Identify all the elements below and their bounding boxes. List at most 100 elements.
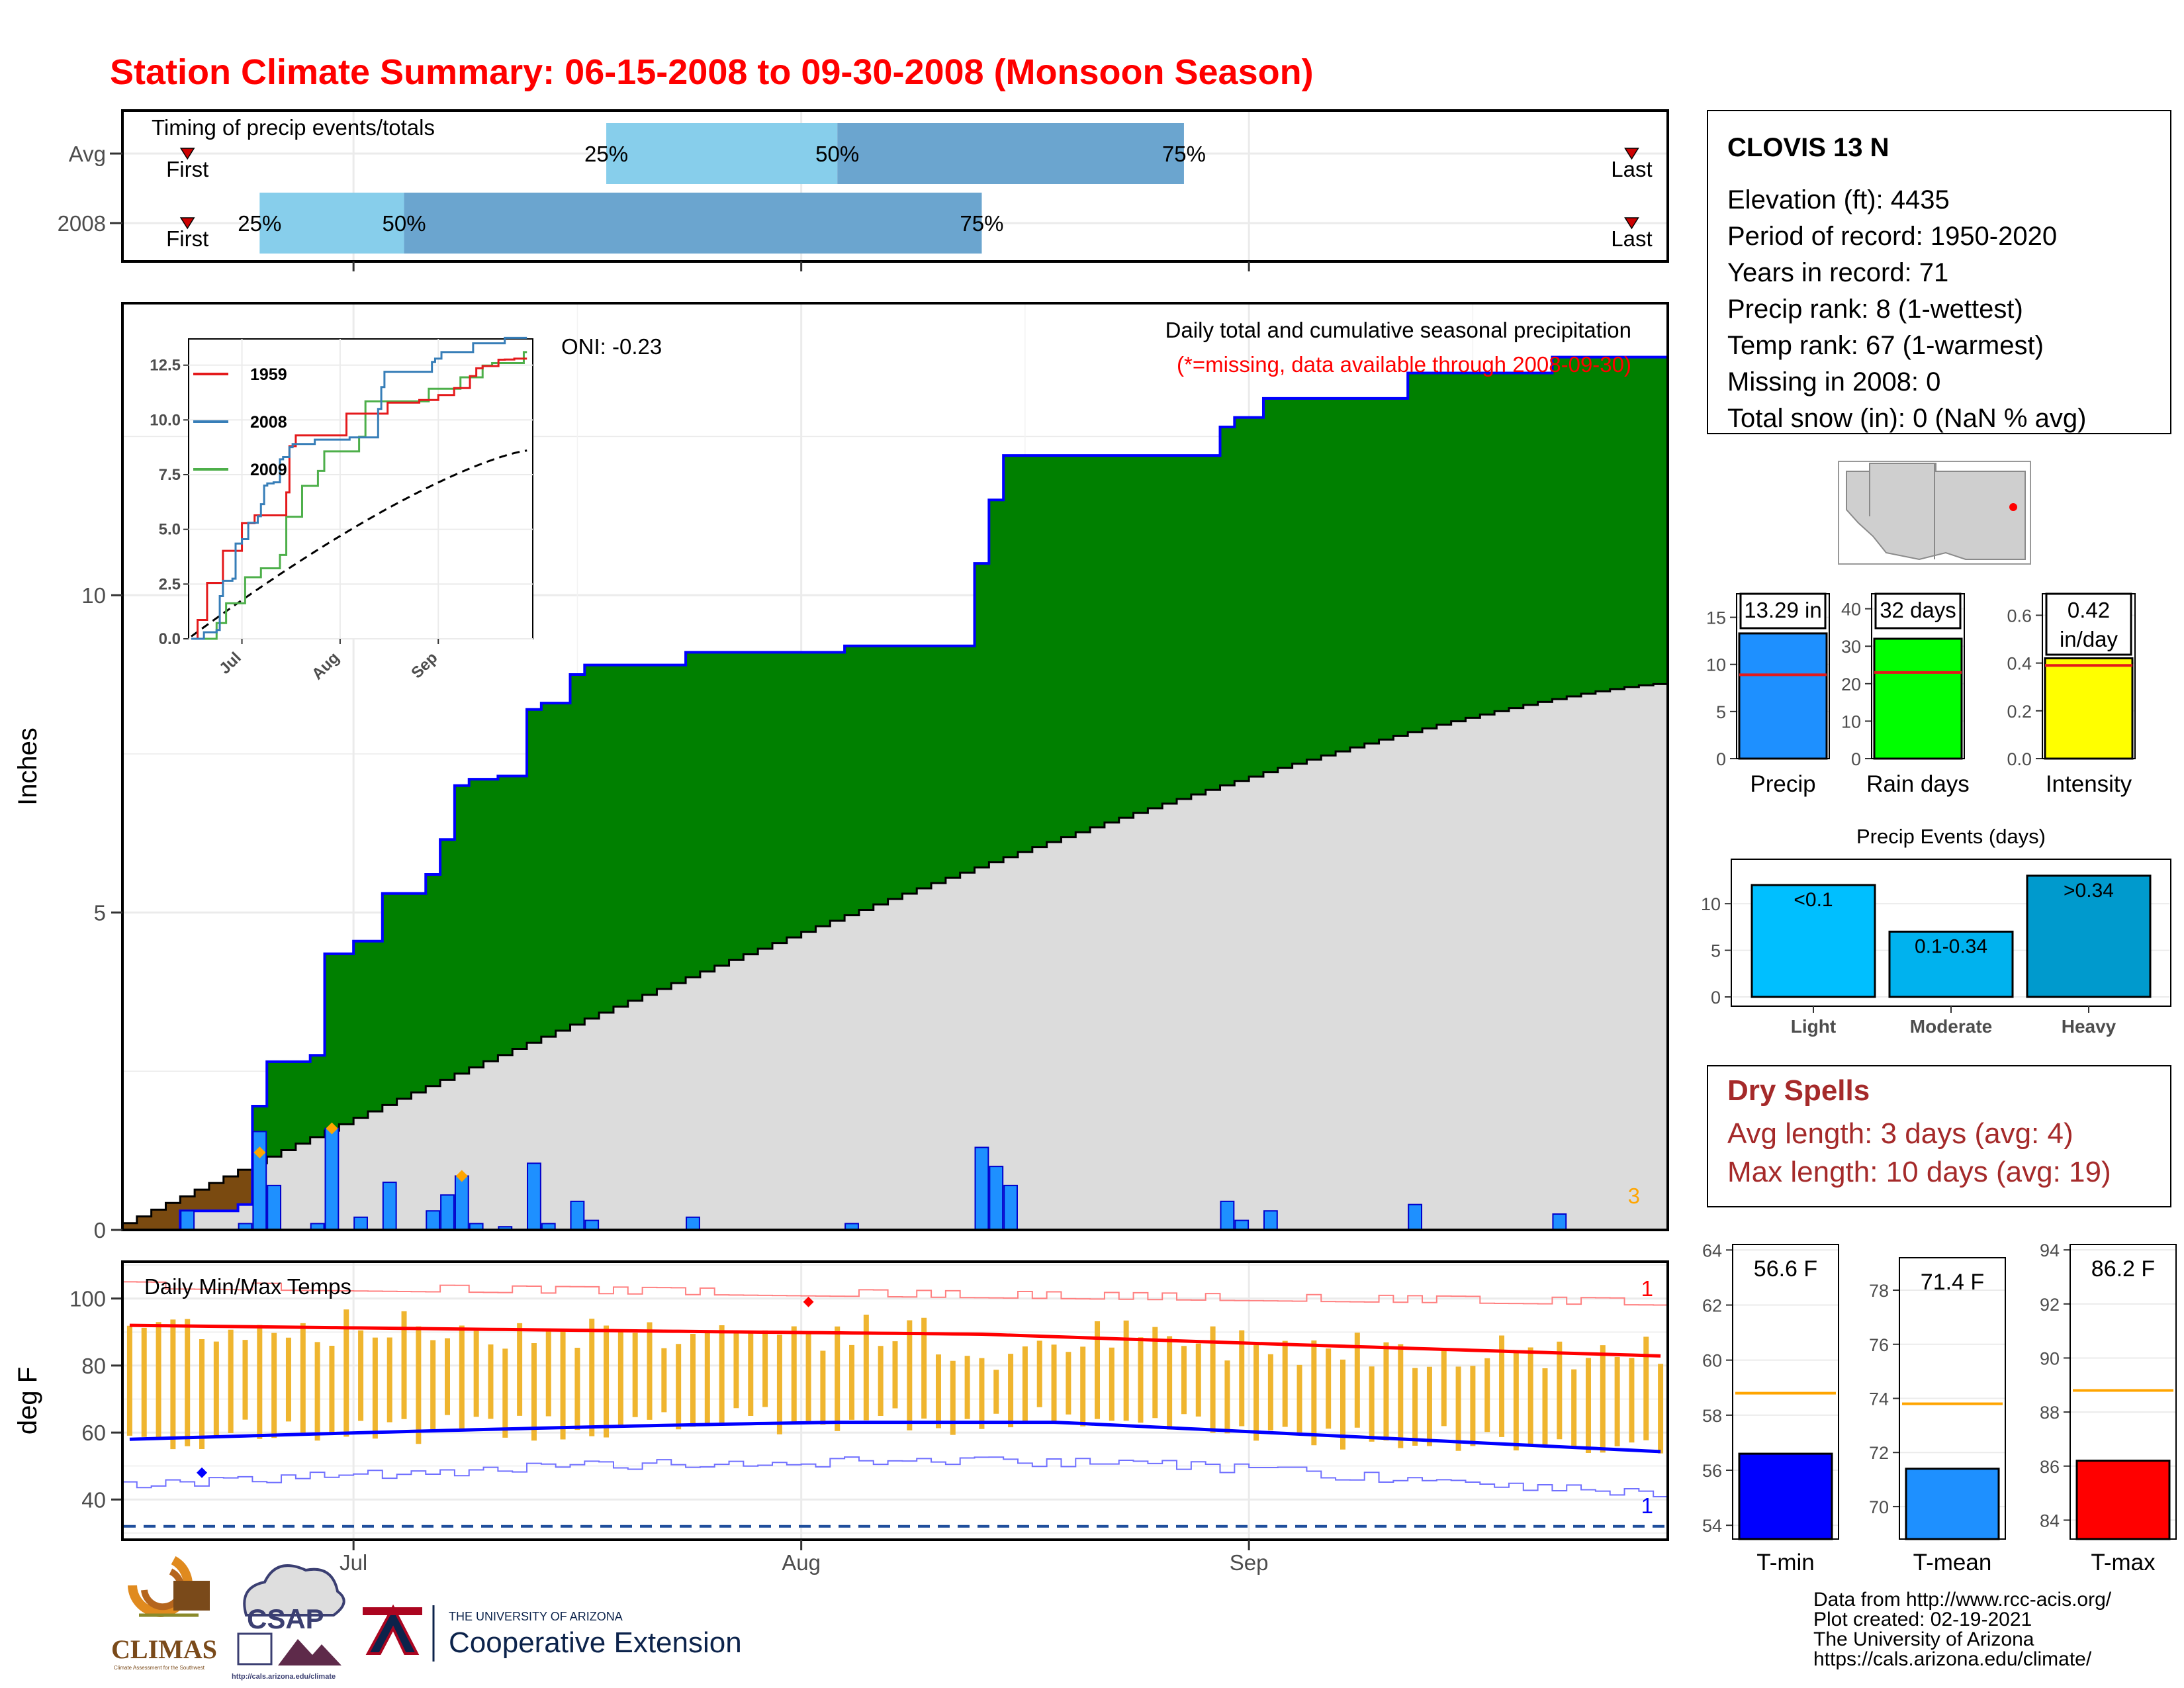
summary-bar-ytick-label: 0 (1851, 749, 1861, 769)
footer-university: The University of Arizona (1813, 1628, 2034, 1650)
record-marker (253, 1147, 266, 1159)
inset-legend-label: 2009 (250, 461, 287, 479)
summary-bar-rain-days: 0 10 20 30 40 32 days Rain days (1841, 592, 1970, 797)
precip-ytick-label: 10 (81, 583, 106, 608)
timing-label: Timing of precip events/totals (152, 115, 435, 140)
summary-bar-precip: 0 5 10 15 13.29 in Precip (1706, 592, 1830, 797)
seasonal-temp-bars: 54 56 58 60 62 64 56.6 F T-min 70 72 74 76 78 71.4 F T… (1702, 1241, 2177, 1575)
avg-cumulative-area (122, 684, 1668, 1230)
dry-spells-box: Dry Spells Avg length: 3 days (avg: 4) M… (1707, 1065, 2171, 1207)
season-total-bars: 0 5 10 15 13.29 in Precip 0 10 20 30 40 32 days Rain… (1706, 592, 2136, 797)
summary-bar-value: 32 days (1880, 598, 1956, 622)
temp-summary-ytick-label: 92 (2040, 1295, 2060, 1315)
precip-legend-line2: (*=missing, data available through 2008-… (1177, 352, 1631, 377)
station-info-box: CLOVIS 13 N Elevation (ft): 4435 Period … (1707, 110, 2171, 434)
daily-precip-bar (440, 1194, 455, 1231)
daily-precip-bar (527, 1162, 541, 1231)
first-marker (179, 148, 195, 160)
temp-summary-ytick-label: 84 (2040, 1511, 2060, 1530)
event-bar-label: 0.1-0.34 (1915, 935, 1987, 957)
daily-precip-bar (382, 1182, 397, 1231)
station-locator-map (1838, 461, 2031, 565)
event-bar-label: >0.34 (2064, 880, 2114, 902)
summary-bar-ytick-label: 0 (1716, 749, 1726, 769)
first-label: First (166, 226, 208, 251)
normal-low-line (129, 1421, 1661, 1454)
timing-bar-q2 (404, 193, 982, 254)
precip-ytick-label: 0 (94, 1218, 106, 1243)
station-period: Period of record: 1950-2020 (1727, 222, 2057, 251)
footer: Data from http://www.rcc-acis.org/ Plot … (111, 1556, 2112, 1681)
temp-summary-value: 86.2 F (2091, 1256, 2155, 1282)
figure-title: Station Climate Summary: 06-15-2008 to 0… (110, 52, 1314, 92)
last-label: Last (1611, 157, 1652, 181)
temp-record-marker (197, 1467, 208, 1478)
temp-summary-bar (1738, 1452, 1833, 1540)
timing-ylabel-2008: 2008 (58, 211, 106, 236)
record-high-line (122, 1281, 1668, 1306)
timing-quartile-label: 75% (960, 211, 1003, 236)
temp-summary-bar (1905, 1468, 2000, 1540)
summary-bar-intensity: 0.0 0.2 0.4 0.6 0.42 in/day Intensity (2007, 592, 2136, 797)
inset-ytick-label: 0.0 (159, 630, 181, 648)
summary-bar-label: Rain days (1866, 771, 1970, 797)
summary-bar-ytick-label: 0.4 (2007, 654, 2032, 674)
dry-spells-max: Max length: 10 days (avg: 19) (1727, 1156, 2111, 1188)
station-precip-rank: Precip rank: 8 (1-wettest) (1727, 295, 2023, 324)
dry-spells-title: Dry Spells (1727, 1074, 1870, 1107)
daily-precip-bar (180, 1210, 195, 1231)
event-category-label: Heavy (2062, 1016, 2116, 1037)
temp-corner-bottom: 1 (1641, 1493, 1653, 1518)
temp-ytick-label: 60 (81, 1421, 106, 1445)
temp-summary-ytick-label: 72 (1869, 1443, 1889, 1463)
summary-bar-ytick-label: 0.6 (2007, 606, 2032, 626)
normal-high-line (129, 1323, 1661, 1358)
inset-ytick-label: 12.5 (150, 357, 181, 375)
first-label: First (166, 157, 208, 181)
daily-precip-bar (974, 1147, 989, 1231)
timing-panel: 25% 50% 75% First Last 25% 50% 75% First Last Tim… (58, 109, 1669, 271)
daily-precip-bar (1003, 1184, 1018, 1231)
daily-precip-bar (426, 1210, 441, 1231)
ua-logo-big: Cooperative Extension (449, 1626, 742, 1659)
daily-precip-bar (1220, 1200, 1235, 1231)
timing-quartile-label: 50% (815, 142, 859, 166)
summary-bar-fill (1873, 637, 1963, 760)
timing-bar-q1 (259, 193, 404, 254)
summary-bar-ytick-label: 5 (1716, 702, 1726, 722)
temp-summary-ytick-label: 86 (2040, 1457, 2060, 1477)
oni-value: ONI: -0.23 (561, 334, 662, 359)
x-month-label: Sep (1230, 1550, 1269, 1575)
temp-summary-label: T-max (2091, 1550, 2156, 1575)
summary-bar-value: 13.29 in (1744, 598, 1821, 622)
csap-logo-url: http://cals.arizona.edu/climate (232, 1673, 336, 1681)
station-elevation: Elevation (ft): 4435 (1727, 185, 1950, 214)
daily-precip-bar (1263, 1210, 1278, 1231)
inset-ytick-label: 7.5 (159, 466, 181, 484)
event-bar-heavy (2026, 874, 2152, 998)
record-marker (455, 1170, 468, 1182)
first-marker (179, 217, 195, 230)
daily-precip-bar (454, 1175, 469, 1231)
dry-spells-avg: Avg length: 3 days (avg: 4) (1727, 1117, 2073, 1150)
summary-bar-value: 0.42 (2068, 598, 2110, 622)
timing-bar-q2 (837, 123, 1184, 184)
events-ytick-label: 5 (1711, 941, 1721, 961)
event-bar-light (1751, 884, 1876, 998)
station-years: Years in record: 71 (1727, 258, 1948, 287)
ua-logo-small: THE UNIVERSITY OF ARIZONA (449, 1610, 623, 1623)
temp-summary-ytick-label: 62 (1702, 1295, 1722, 1315)
daily-precip-bar (1408, 1203, 1423, 1231)
temp-summary-value: 56.6 F (1754, 1256, 1817, 1282)
precip-ytick-label: 5 (94, 901, 106, 925)
temp-summary-bar (2075, 1460, 2171, 1540)
summary-bar-ytick-label: 10 (1841, 712, 1861, 731)
temp-summary-ytick-label: 58 (1702, 1406, 1722, 1426)
footer-plot-created: Plot created: 02-19-2021 (1813, 1609, 2032, 1630)
daily-precip-bar (252, 1131, 267, 1231)
last-marker (1624, 148, 1639, 160)
timing-quartile-label: 25% (584, 142, 628, 166)
temp-summary-value: 71.4 F (1921, 1270, 1984, 1295)
